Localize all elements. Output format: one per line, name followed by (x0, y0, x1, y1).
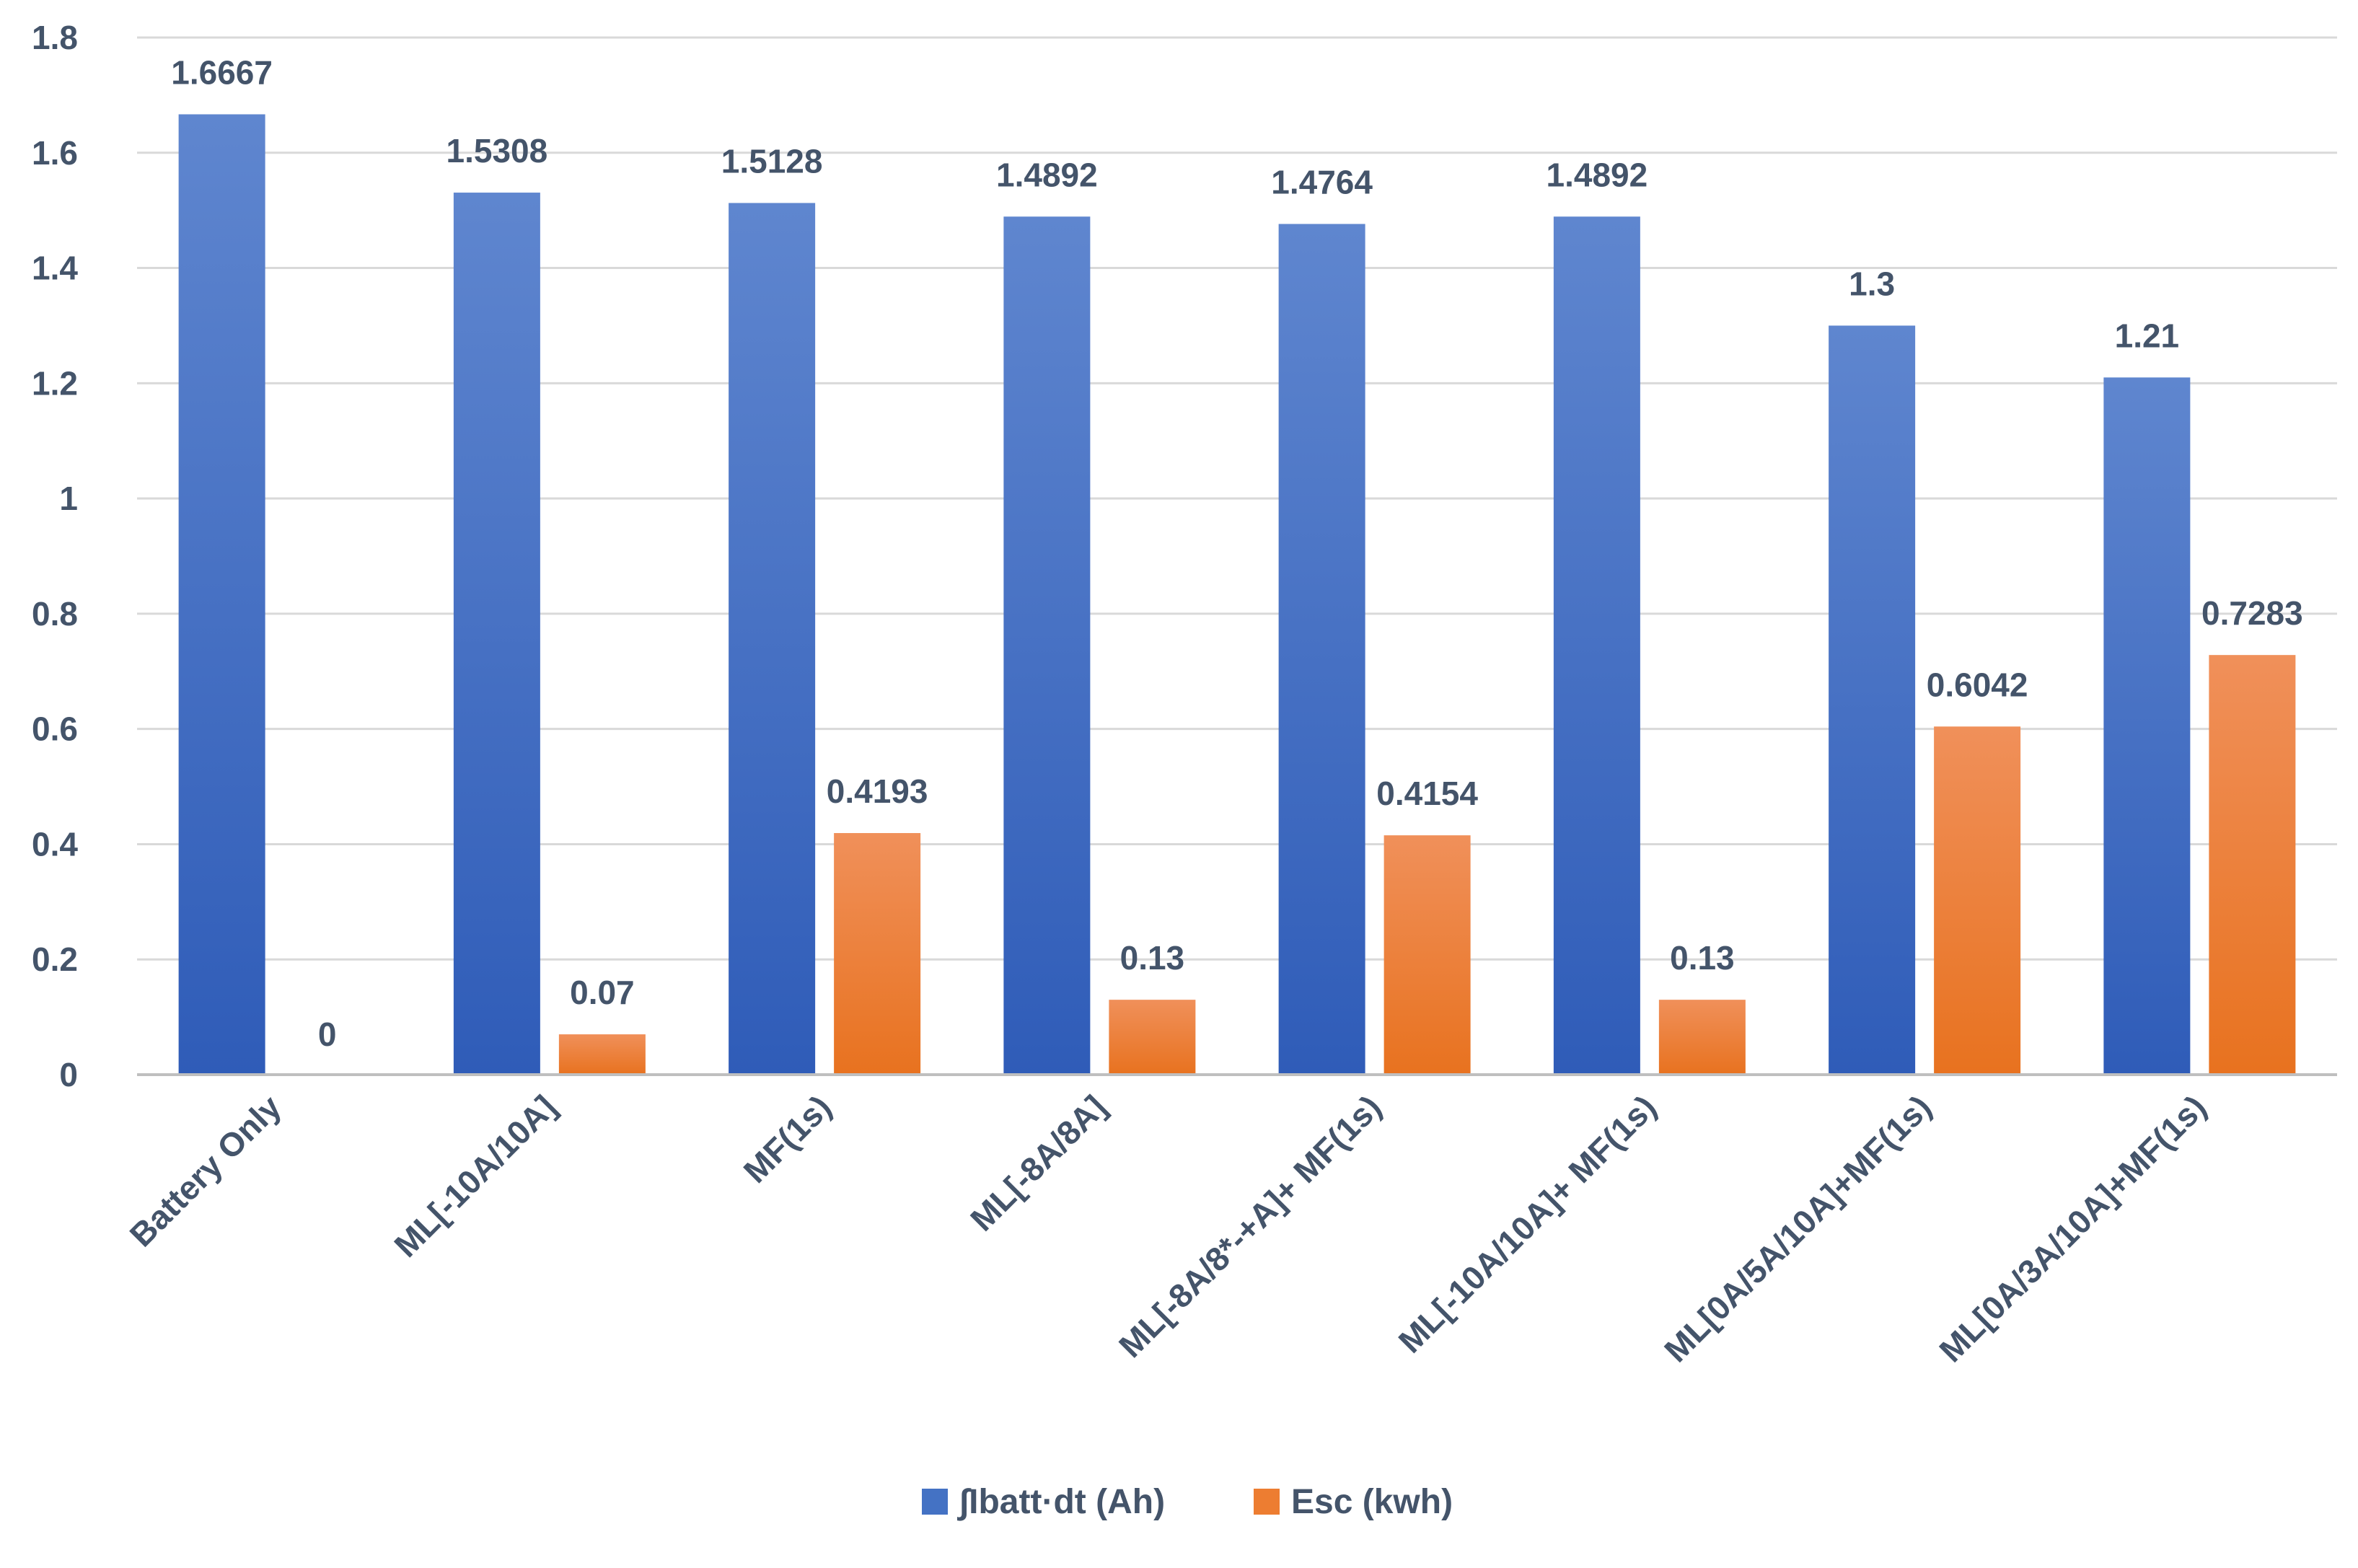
y-tick-label: 0 (59, 1056, 78, 1093)
y-tick-label: 0.6 (32, 710, 78, 748)
x-category-label: ML[-8A/8A] (963, 1088, 1113, 1238)
bar-esc (1109, 1000, 1196, 1075)
bar-ibatt (1003, 216, 1091, 1075)
data-label: 1.5128 (721, 142, 823, 180)
data-label: 0.13 (1120, 939, 1185, 977)
x-category-label: ML[-10A/10A]+ MF(1s) (1391, 1088, 1663, 1360)
data-label: 1.3 (1849, 265, 1895, 302)
x-category-label: MF(1s) (736, 1088, 839, 1190)
y-tick-label: 0.4 (32, 825, 78, 863)
legend: ∫Ibatt·dt (Ah) Esc (kwh) (922, 1483, 1453, 1521)
bar-ibatt (1829, 325, 1916, 1075)
bar-esc (1658, 1000, 1746, 1075)
data-label: 1.21 (2115, 317, 2180, 354)
data-label: 0.7283 (2201, 594, 2303, 632)
y-tick-label: 0.8 (32, 595, 78, 633)
bar-esc (1934, 726, 2021, 1075)
y-tick-label: 0.2 (32, 941, 78, 978)
data-labels: 1.6667 0 1.5308 0.07 1.5128 0.4193 1.4892 0.13 1… (171, 53, 2302, 1053)
y-tick-label: 1.6 (32, 134, 78, 172)
legend-label: Esc (kwh) (1291, 1483, 1453, 1521)
y-tick-label: 1 (59, 480, 78, 517)
x-category-label: ML[-10A/10A] (387, 1088, 563, 1264)
data-label: 0.4154 (1376, 775, 1478, 812)
x-category-label: ML[-8A/8*-+A]+ MF(1s) (1112, 1088, 1389, 1365)
x-category-label: Battery Only (123, 1088, 289, 1254)
bar-esc (558, 1034, 646, 1075)
y-tick-label: 1.8 (32, 19, 78, 56)
x-category-label: ML[0A/5A/10A]+MF(1s) (1657, 1088, 1938, 1369)
data-label: 1.5308 (446, 132, 548, 169)
legend-label: ∫Ibatt·dt (Ah) (956, 1483, 1165, 1521)
bar-ibatt (729, 203, 816, 1075)
data-label: 1.6667 (171, 53, 273, 91)
data-label: 0.07 (570, 974, 635, 1011)
bar-ibatt (453, 193, 540, 1075)
bar-esc (2209, 655, 2296, 1075)
bar-ibatt (2103, 377, 2191, 1075)
bar-esc (1383, 835, 1471, 1075)
data-label: 1.4892 (1547, 156, 1648, 193)
data-label: 1.4892 (996, 156, 1098, 193)
y-tick-label: 1.2 (32, 364, 78, 402)
x-category-label: ML[0A/3A/10A]+MF(1s) (1932, 1088, 2213, 1369)
data-label: 0.4193 (827, 772, 928, 810)
y-tick-label: 1.4 (32, 250, 78, 287)
data-label: 0.13 (1670, 939, 1735, 977)
bar-ibatt (1278, 224, 1365, 1075)
bars (178, 114, 2296, 1075)
bar-ibatt (1553, 216, 1640, 1075)
data-label: 0 (318, 1016, 337, 1053)
data-label: 1.4764 (1271, 164, 1373, 201)
data-label: 0.6042 (1927, 666, 2028, 703)
legend-swatch-ibatt (922, 1489, 948, 1515)
legend-swatch-esc (1254, 1489, 1280, 1515)
bar-ibatt (178, 114, 265, 1075)
bar-esc (834, 833, 921, 1075)
